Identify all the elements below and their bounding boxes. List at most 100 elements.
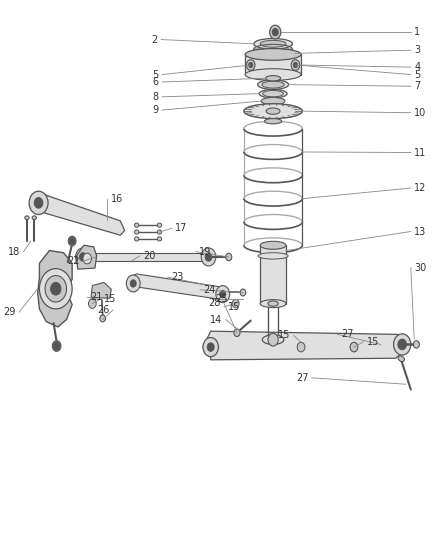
Ellipse shape <box>263 91 283 97</box>
Text: 14: 14 <box>210 314 223 325</box>
Circle shape <box>53 342 60 350</box>
Ellipse shape <box>226 253 232 261</box>
Circle shape <box>29 191 48 215</box>
Polygon shape <box>203 331 406 360</box>
Ellipse shape <box>268 301 278 306</box>
Ellipse shape <box>262 81 284 88</box>
Text: 5: 5 <box>414 70 420 79</box>
Text: 3: 3 <box>414 45 420 55</box>
Polygon shape <box>245 54 301 75</box>
Circle shape <box>232 300 239 308</box>
Circle shape <box>130 280 136 287</box>
Ellipse shape <box>260 241 286 249</box>
Text: 22: 22 <box>67 256 79 266</box>
Circle shape <box>69 237 75 245</box>
Ellipse shape <box>245 49 301 60</box>
Ellipse shape <box>262 335 284 344</box>
Ellipse shape <box>157 230 162 234</box>
Text: 16: 16 <box>111 193 123 204</box>
Ellipse shape <box>258 253 288 259</box>
Ellipse shape <box>32 216 36 220</box>
Circle shape <box>291 60 300 70</box>
Polygon shape <box>83 253 208 261</box>
Text: 29: 29 <box>4 307 16 317</box>
Circle shape <box>293 62 297 68</box>
Text: 18: 18 <box>8 247 20 257</box>
Text: 20: 20 <box>143 251 155 261</box>
Ellipse shape <box>260 41 286 47</box>
Polygon shape <box>91 282 111 298</box>
Ellipse shape <box>25 216 29 220</box>
Text: 1: 1 <box>414 27 420 37</box>
Circle shape <box>126 275 140 292</box>
Text: 15: 15 <box>103 294 116 304</box>
Circle shape <box>45 276 67 302</box>
Circle shape <box>76 248 90 266</box>
Circle shape <box>350 342 358 352</box>
Text: 15: 15 <box>227 302 240 312</box>
Text: 28: 28 <box>208 297 220 308</box>
Text: 9: 9 <box>152 105 159 115</box>
Polygon shape <box>32 193 125 235</box>
Ellipse shape <box>265 76 281 81</box>
Ellipse shape <box>134 237 139 241</box>
Circle shape <box>272 28 278 36</box>
Text: 6: 6 <box>152 77 159 87</box>
Circle shape <box>203 337 219 357</box>
Ellipse shape <box>157 223 162 227</box>
Ellipse shape <box>157 237 162 241</box>
Ellipse shape <box>265 118 282 124</box>
Polygon shape <box>130 274 227 300</box>
Text: 11: 11 <box>414 148 427 158</box>
Text: 13: 13 <box>414 227 427 237</box>
Text: 25: 25 <box>215 294 228 304</box>
Text: 24: 24 <box>203 285 216 295</box>
Text: 27: 27 <box>296 373 308 383</box>
Ellipse shape <box>68 236 76 246</box>
Ellipse shape <box>134 230 139 234</box>
Circle shape <box>51 282 61 295</box>
Ellipse shape <box>413 341 420 348</box>
Circle shape <box>205 253 212 261</box>
Circle shape <box>83 253 92 264</box>
Ellipse shape <box>100 315 106 322</box>
Ellipse shape <box>259 90 287 98</box>
Text: 7: 7 <box>414 81 420 91</box>
Circle shape <box>248 62 253 68</box>
Text: 2: 2 <box>152 35 158 45</box>
Text: 19: 19 <box>199 247 211 257</box>
Circle shape <box>39 269 72 309</box>
Text: 12: 12 <box>414 183 427 193</box>
Circle shape <box>34 198 43 208</box>
Circle shape <box>201 248 216 266</box>
Text: 4: 4 <box>414 62 420 72</box>
Ellipse shape <box>244 104 302 118</box>
Circle shape <box>268 333 278 346</box>
Text: 21: 21 <box>91 292 103 302</box>
Text: 5: 5 <box>152 70 159 79</box>
Circle shape <box>207 343 214 351</box>
Text: 15: 15 <box>278 330 290 341</box>
Text: 17: 17 <box>175 223 188 233</box>
Polygon shape <box>38 251 72 327</box>
Ellipse shape <box>245 69 301 80</box>
Circle shape <box>216 286 230 303</box>
Circle shape <box>220 290 226 298</box>
Circle shape <box>88 299 96 309</box>
Ellipse shape <box>234 329 240 336</box>
Polygon shape <box>251 49 295 64</box>
Polygon shape <box>77 245 97 269</box>
Ellipse shape <box>254 38 293 49</box>
Ellipse shape <box>240 289 246 296</box>
Circle shape <box>297 342 305 352</box>
Ellipse shape <box>258 80 289 90</box>
Ellipse shape <box>260 300 286 308</box>
Text: 26: 26 <box>97 305 110 315</box>
Ellipse shape <box>266 108 280 114</box>
Circle shape <box>270 25 281 39</box>
Circle shape <box>247 60 255 70</box>
Polygon shape <box>260 245 286 304</box>
Text: 23: 23 <box>171 272 184 282</box>
Text: 10: 10 <box>414 108 427 118</box>
Ellipse shape <box>52 341 61 351</box>
